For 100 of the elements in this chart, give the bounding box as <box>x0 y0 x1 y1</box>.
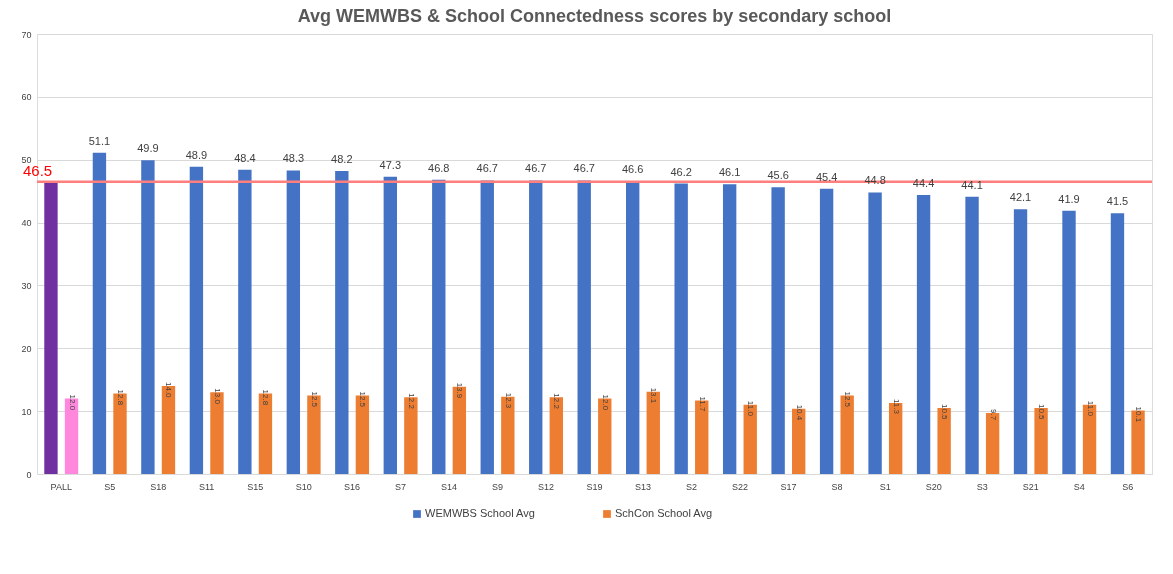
bar <box>44 181 58 474</box>
data-label: 44.4 <box>912 176 935 189</box>
data-label: 12.0 <box>67 394 77 411</box>
x-tick-label: S15 <box>247 481 264 492</box>
data-label: 51.1 <box>88 134 111 147</box>
x-tick-label: S10 <box>295 481 312 492</box>
bar <box>1062 210 1076 474</box>
x-tick-label: S5 <box>104 481 116 492</box>
y-tick-label: 40 <box>21 218 32 229</box>
data-label: 11.3 <box>891 398 901 415</box>
x-tick-label: S6 <box>1122 481 1134 492</box>
bar <box>189 166 204 474</box>
data-label: 12.8 <box>261 389 271 406</box>
data-label: 12.0 <box>600 394 610 411</box>
data-label: 14.0 <box>164 382 174 399</box>
chart-title: Avg WEMWBS & School Connectedness scores by secondary school <box>297 6 892 26</box>
data-label: 48.2 <box>331 153 353 166</box>
bar <box>577 180 591 474</box>
legend-label: WEMWBS School Avg <box>425 507 535 519</box>
x-tick-label: S21 <box>1022 481 1039 492</box>
data-label: 44.8 <box>864 174 886 187</box>
x-tick-label: S12 <box>538 481 555 492</box>
bar <box>916 194 931 474</box>
data-label: 12.2 <box>552 393 562 410</box>
data-label: 41.9 <box>1058 192 1080 205</box>
y-tick-label: 50 <box>21 155 32 166</box>
data-label: 46.7 <box>573 162 595 175</box>
data-label: 10.5 <box>940 404 950 421</box>
bar <box>92 152 107 474</box>
data-label: 13.0 <box>212 388 222 405</box>
y-tick-label: 10 <box>21 406 32 417</box>
data-label: 46.7 <box>476 162 498 175</box>
data-label: 46.1 <box>718 166 741 179</box>
bar <box>868 192 882 474</box>
bar <box>771 187 785 474</box>
data-label: 12.8 <box>116 389 125 406</box>
data-label: 13.1 <box>649 387 659 404</box>
bar <box>480 180 494 474</box>
data-label: 13.9 <box>455 382 465 399</box>
data-label: 48.3 <box>282 152 305 165</box>
data-label: 9.7 <box>988 409 998 421</box>
x-tick-label: S22 <box>731 481 748 492</box>
data-label: 46.7 <box>525 162 547 175</box>
data-label: 48.9 <box>185 148 208 161</box>
x-tick-label: S4 <box>1073 481 1085 492</box>
bar <box>722 184 737 474</box>
data-label: 47.3 <box>379 158 402 171</box>
data-label: 12.3 <box>503 392 513 409</box>
bar <box>1110 213 1125 474</box>
data-label: 11.0 <box>746 400 756 417</box>
x-tick-label: S7 <box>395 481 407 492</box>
data-label: 41.5 <box>1106 195 1129 208</box>
x-tick-label: S20 <box>925 481 942 492</box>
data-label: 12.5 <box>309 391 319 408</box>
data-label: 46.8 <box>428 161 450 174</box>
data-label: 12.5 <box>843 391 853 408</box>
bar <box>286 170 301 474</box>
bar <box>819 188 834 474</box>
x-tick-label: S2 <box>685 481 697 492</box>
x-tick-label: S9 <box>492 481 504 492</box>
bar <box>238 169 252 474</box>
x-tick-label: S1 <box>879 481 891 492</box>
data-label: 46.2 <box>670 165 692 178</box>
y-tick-label: 0 <box>26 469 32 480</box>
x-tick-label: S18 <box>150 481 167 492</box>
x-tick-label: S14 <box>441 481 458 492</box>
x-tick-label: S16 <box>344 481 361 492</box>
data-label: 12.2 <box>406 393 416 410</box>
data-label: 11.7 <box>697 396 707 412</box>
data-label: 10.1 <box>1134 406 1144 423</box>
data-label: 10.4 <box>794 404 804 421</box>
bar <box>1013 209 1028 474</box>
legend-label: SchCon School Avg <box>615 507 713 519</box>
bar <box>626 181 640 474</box>
x-tick-label: S8 <box>831 481 843 492</box>
data-label: 45.6 <box>767 169 789 182</box>
data-label: 11.0 <box>1085 400 1095 417</box>
data-label: 49.9 <box>137 142 159 155</box>
x-tick-label: S13 <box>634 481 651 492</box>
bar <box>674 183 688 474</box>
bar <box>965 196 979 474</box>
data-label: 48.4 <box>234 151 256 164</box>
bar <box>335 171 349 474</box>
data-label: 12.5 <box>358 391 368 408</box>
data-label: 10.5 <box>1037 404 1047 421</box>
bar <box>383 176 397 474</box>
y-tick-label: 60 <box>21 92 32 103</box>
x-tick-label: S11 <box>198 481 215 492</box>
y-tick-label: 30 <box>21 280 32 291</box>
bar <box>529 180 543 474</box>
y-tick-label: 20 <box>21 343 32 354</box>
x-tick-label: S3 <box>976 481 988 492</box>
x-tick-label: S17 <box>780 481 797 492</box>
data-label: 46.6 <box>621 163 644 176</box>
x-tick-label: PALL <box>50 481 72 492</box>
x-tick-label: S19 <box>586 481 603 492</box>
data-label: 42.1 <box>1009 191 1032 204</box>
bar <box>141 160 155 474</box>
data-label: 45.4 <box>815 170 838 183</box>
y-tick-label: 70 <box>21 29 32 40</box>
